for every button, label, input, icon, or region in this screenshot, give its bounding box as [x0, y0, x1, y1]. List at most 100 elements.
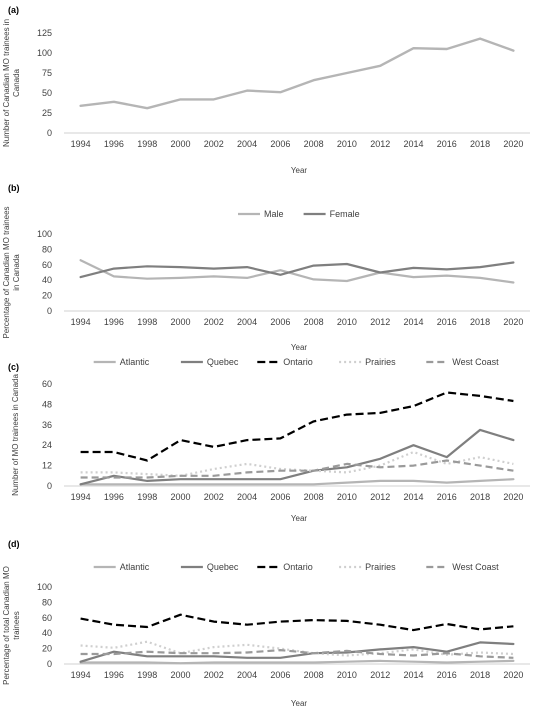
- x-tick-label: 2006: [270, 139, 290, 149]
- x-tick-label: 2014: [403, 317, 423, 327]
- series-line-3: [80, 391, 514, 462]
- x-tick-label: 2018: [470, 492, 490, 502]
- x-tick-label: 1996: [104, 670, 124, 680]
- x-axis-title: Year: [291, 514, 308, 523]
- panel-label: (b): [8, 183, 20, 193]
- x-tick-label: 1998: [137, 317, 157, 327]
- panel-label: (c): [8, 362, 19, 372]
- x-tick-label: 1998: [137, 139, 157, 149]
- legend-label: Prairies: [365, 357, 396, 367]
- y-axis-title: Percentage of Canadian MO traineesin Can…: [2, 206, 21, 338]
- x-tick-label: 2008: [304, 139, 324, 149]
- legend-label: Ontario: [283, 562, 313, 572]
- x-tick-label: 1994: [71, 139, 91, 149]
- x-tick-label: 2002: [204, 492, 224, 502]
- series-line-4: [80, 640, 514, 657]
- x-tick-label: 1994: [71, 670, 91, 680]
- y-axis-title: Number of MO trainees in Canada: [11, 374, 20, 496]
- x-tick-label: 2014: [403, 492, 423, 502]
- chart-panel-4: (d) 0 20 40 60 80 100 1994 1996 1998 2000 2002 2004 2…: [2, 539, 530, 708]
- y-tick-label: 36: [42, 420, 52, 430]
- y-tick-label: 25: [42, 108, 52, 118]
- x-tick-label: 2010: [337, 139, 357, 149]
- y-tick-label: 125: [37, 28, 52, 38]
- y-tick-label: 40: [42, 275, 52, 285]
- legend: Atlantic Quebec Ontario Prairies West Coast: [93, 357, 499, 367]
- series-line-2: [79, 261, 515, 279]
- legend-label: West Coast: [452, 562, 499, 572]
- legend: Male Female: [238, 209, 360, 219]
- y-tick-label: 60: [42, 260, 52, 270]
- y-tick-label: 12: [42, 461, 52, 471]
- x-tick-label: 1996: [104, 492, 124, 502]
- series-line-1: [79, 478, 515, 486]
- x-tick-label: 2000: [170, 317, 190, 327]
- x-tick-label: 1996: [104, 139, 124, 149]
- x-tick-label: 2004: [237, 139, 257, 149]
- x-tick-label: 2002: [204, 670, 224, 680]
- x-axis-title: Year: [291, 343, 308, 352]
- y-tick-label: 60: [42, 379, 52, 389]
- x-tick-label: 1994: [71, 317, 91, 327]
- x-tick-label: 2010: [337, 492, 357, 502]
- y-tick-label: 0: [47, 306, 52, 316]
- legend: Atlantic Quebec Ontario Prairies West Coast: [93, 562, 499, 572]
- legend-label: Atlantic: [120, 357, 150, 367]
- y-tick-label: 60: [42, 613, 52, 623]
- x-tick-label: 2008: [304, 317, 324, 327]
- x-tick-label: 1998: [137, 670, 157, 680]
- legend-label: Male: [264, 209, 284, 219]
- y-tick-label: 0: [47, 659, 52, 669]
- panel-label: (d): [8, 539, 20, 549]
- y-tick-label: 100: [37, 48, 52, 58]
- x-tick-label: 2004: [237, 492, 257, 502]
- chart-panel-1: (a) 0 25 50 75 100 125 1994 1996 1998 2000 2002 2004…: [2, 5, 530, 175]
- series-line-1: [79, 259, 515, 284]
- x-axis-title: Year: [291, 166, 308, 175]
- x-tick-label: 1998: [137, 492, 157, 502]
- chart-panel-2: (b) 0 20 40 60 80 100 1994 1996 1998 2000 2002 2004 2…: [2, 183, 530, 352]
- x-tick-label: 2000: [170, 492, 190, 502]
- x-tick-label: 2006: [270, 492, 290, 502]
- x-tick-label: 2006: [270, 317, 290, 327]
- x-tick-label: 2004: [237, 317, 257, 327]
- x-tick-label: 2000: [170, 139, 190, 149]
- x-tick-label: 2012: [370, 139, 390, 149]
- x-tick-label: 2004: [237, 670, 257, 680]
- x-tick-label: 2002: [204, 317, 224, 327]
- series-line-2: [79, 641, 515, 663]
- y-tick-label: 24: [42, 440, 52, 450]
- x-tick-label: 2000: [170, 670, 190, 680]
- legend-label: Ontario: [283, 357, 313, 367]
- legend-label: West Coast: [452, 357, 499, 367]
- x-tick-label: 2020: [503, 492, 523, 502]
- x-tick-label: 2016: [437, 492, 457, 502]
- x-tick-label: 2016: [437, 670, 457, 680]
- x-tick-label: 2010: [337, 317, 357, 327]
- series-line-5: [80, 459, 514, 479]
- series-line-3: [80, 613, 514, 632]
- series-line-2: [79, 428, 515, 486]
- y-tick-label: 100: [37, 229, 52, 239]
- legend-label: Prairies: [365, 562, 396, 572]
- x-tick-label: 2014: [403, 139, 423, 149]
- y-tick-label: 50: [42, 88, 52, 98]
- y-axis-title: Number of Canadian MO trainees inCanada: [2, 19, 21, 147]
- legend-label: Atlantic: [120, 562, 150, 572]
- legend-label: Quebec: [207, 562, 239, 572]
- x-tick-label: 2020: [503, 317, 523, 327]
- y-axis-title: Percentage of total Canadian MOtrainees: [2, 566, 21, 685]
- y-tick-label: 0: [47, 481, 52, 491]
- x-axis-title: Year: [291, 699, 308, 708]
- y-tick-label: 20: [42, 644, 52, 654]
- x-tick-label: 2014: [403, 670, 423, 680]
- series-line-1: [79, 659, 515, 665]
- x-tick-label: 2010: [337, 670, 357, 680]
- x-tick-label: 2020: [503, 139, 523, 149]
- x-tick-label: 2018: [470, 317, 490, 327]
- series-line-5: [80, 648, 514, 659]
- y-tick-label: 0: [47, 128, 52, 138]
- y-tick-label: 40: [42, 628, 52, 638]
- x-tick-label: 2008: [304, 670, 324, 680]
